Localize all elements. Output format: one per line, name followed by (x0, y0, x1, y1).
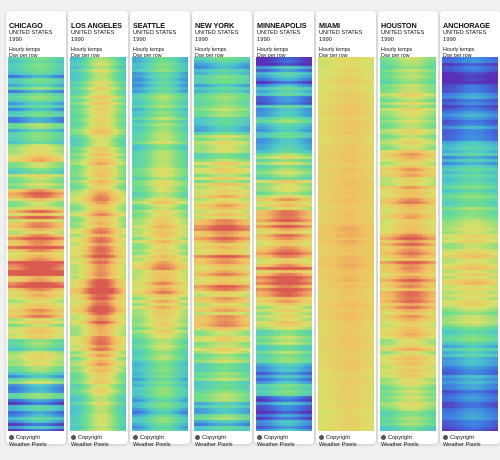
city-name: ANCHORAGE (443, 21, 490, 30)
country-name: UNITED STATES (71, 30, 115, 36)
country-name: UNITED STATES (133, 30, 177, 36)
brand-text: Weather Pixels (133, 442, 171, 448)
city-card: NEW YORK UNITED STATES 1990 Hourly temps Day… (192, 11, 252, 448)
country-name: UNITED STATES (257, 30, 301, 36)
copyright-icon (443, 435, 448, 441)
axis-label-day: Day per row (443, 53, 472, 59)
city-name: NEW YORK (195, 21, 235, 30)
brand-text: Weather Pixels (381, 442, 419, 448)
country-name: UNITED STATES (443, 30, 487, 36)
axis-label-day: Day per row (319, 53, 348, 59)
copyright-line: Copyright (319, 435, 350, 442)
city-name: CHICAGO (9, 21, 43, 30)
axis-label-day: Day per row (9, 53, 38, 59)
year-label: 1990 (9, 37, 22, 43)
axis-label-hourly: Hourly temps (71, 47, 103, 53)
axis-label-day: Day per row (71, 53, 100, 59)
copyright-icon (9, 435, 14, 441)
temperature-heatmap (194, 57, 250, 431)
axis-label-day: Day per row (133, 53, 162, 59)
temperature-heatmap (132, 57, 188, 431)
copyright-line: Copyright (71, 435, 102, 442)
brand-text: Weather Pixels (443, 442, 481, 448)
copyright-text: Copyright (264, 435, 288, 441)
city-name: MINNEAPOLIS (257, 21, 307, 30)
copyright-text: Copyright (450, 435, 474, 441)
year-label: 1990 (257, 37, 270, 43)
axis-label-hourly: Hourly temps (195, 47, 227, 53)
copyright-icon (195, 435, 200, 441)
year-label: 1990 (381, 37, 394, 43)
country-name: UNITED STATES (195, 30, 239, 36)
axis-label-day: Day per row (257, 53, 286, 59)
copyright-icon (319, 435, 324, 441)
brand-text: Weather Pixels (71, 442, 109, 448)
copyright-icon (71, 435, 76, 441)
copyright-line: Copyright (195, 435, 226, 442)
city-card: ANCHORAGE UNITED STATES 1990 Hourly temps Da… (440, 11, 500, 448)
copyright-icon (133, 435, 138, 441)
axis-label-hourly: Hourly temps (443, 47, 475, 53)
copyright-line: Copyright (257, 435, 288, 442)
temperature-heatmap (442, 57, 498, 431)
year-label: 1990 (443, 37, 456, 43)
city-name: SEATTLE (133, 21, 166, 30)
city-card: MINNEAPOLIS UNITED STATES 1990 Hourly temps… (254, 11, 314, 448)
temperature-heatmap (70, 57, 126, 431)
city-name: LOS ANGELES (71, 21, 122, 30)
country-name: UNITED STATES (9, 30, 53, 36)
brand-text: Weather Pixels (319, 442, 357, 448)
copyright-text: Copyright (140, 435, 164, 441)
copyright-line: Copyright (133, 435, 164, 442)
copyright-line: Copyright (443, 435, 474, 442)
year-label: 1990 (133, 37, 146, 43)
axis-label-hourly: Hourly temps (381, 47, 413, 53)
city-card: MIAMI UNITED STATES 1990 Hourly temps Day pe… (316, 11, 376, 448)
city-card: SEATTLE UNITED STATES 1990 Hourly temps Day … (130, 11, 190, 448)
city-card: CHICAGO UNITED STATES 1990 Hourly temps Day … (6, 11, 66, 448)
temperature-heatmap (256, 57, 312, 431)
copyright-text: Copyright (16, 435, 40, 441)
city-name: MIAMI (319, 21, 340, 30)
city-card: LOS ANGELES UNITED STATES 1990 Hourly temps… (68, 11, 128, 448)
brand-text: Weather Pixels (9, 442, 47, 448)
country-name: UNITED STATES (381, 30, 425, 36)
copyright-text: Copyright (388, 435, 412, 441)
city-name: HOUSTON (381, 21, 417, 30)
brand-text: Weather Pixels (257, 442, 295, 448)
copyright-text: Copyright (326, 435, 350, 441)
country-name: UNITED STATES (319, 30, 363, 36)
copyright-text: Copyright (78, 435, 102, 441)
copyright-icon (257, 435, 262, 441)
year-label: 1990 (71, 37, 84, 43)
copyright-line: Copyright (9, 435, 40, 442)
year-label: 1990 (319, 37, 332, 43)
copyright-line: Copyright (381, 435, 412, 442)
axis-label-hourly: Hourly temps (319, 47, 351, 53)
year-label: 1990 (195, 37, 208, 43)
axis-label-hourly: Hourly temps (133, 47, 165, 53)
axis-label-day: Day per row (195, 53, 224, 59)
axis-label-hourly: Hourly temps (9, 47, 41, 53)
brand-text: Weather Pixels (195, 442, 233, 448)
city-card: HOUSTON UNITED STATES 1990 Hourly temps Day … (378, 11, 438, 448)
copyright-icon (381, 435, 386, 441)
temperature-heatmap (318, 57, 374, 431)
axis-label-hourly: Hourly temps (257, 47, 289, 53)
axis-label-day: Day per row (381, 53, 410, 59)
copyright-text: Copyright (202, 435, 226, 441)
temperature-heatmap (8, 57, 64, 431)
temperature-heatmap (380, 57, 436, 431)
